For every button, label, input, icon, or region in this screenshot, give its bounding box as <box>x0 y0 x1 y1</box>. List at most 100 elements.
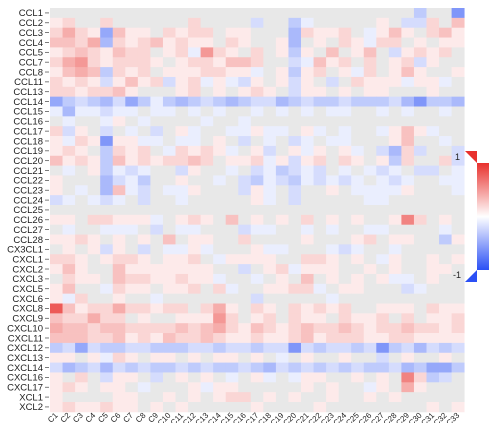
heatmap-cell <box>376 96 390 107</box>
heatmap-cell <box>188 283 201 295</box>
heatmap-cell <box>351 402 365 413</box>
heatmap-cell <box>326 283 340 295</box>
heatmap-cell <box>162 27 176 38</box>
heatmap-cell <box>263 165 277 176</box>
heatmap-cell <box>125 234 139 245</box>
heatmap-cell <box>326 323 340 334</box>
heatmap-cell <box>137 145 151 157</box>
heatmap-cell <box>275 165 289 176</box>
heatmap-cell <box>439 76 452 88</box>
row-label: CXCL8 <box>12 304 43 315</box>
heatmap-cell <box>313 86 327 98</box>
heatmap-cell <box>250 76 264 88</box>
heatmap-cell <box>301 224 314 235</box>
heatmap-cell <box>162 392 176 403</box>
heatmap-cell <box>225 155 239 166</box>
heatmap-cell <box>62 303 76 314</box>
heatmap-cell <box>338 352 352 363</box>
heatmap-cell <box>263 224 277 235</box>
heatmap-cell <box>388 402 402 413</box>
heatmap-cell <box>125 264 139 275</box>
heatmap-cell <box>413 57 427 68</box>
heatmap-cell <box>112 293 126 304</box>
heatmap-cell <box>413 264 427 275</box>
heatmap-cell <box>363 303 377 314</box>
heatmap-cell <box>62 205 76 216</box>
heatmap-cell <box>275 8 289 19</box>
heatmap-cell <box>100 372 114 383</box>
heatmap-cell <box>363 402 377 413</box>
heatmap-cell <box>363 96 377 107</box>
heatmap-cell <box>87 224 101 235</box>
heatmap-cell <box>50 362 63 373</box>
heatmap-cell <box>401 37 415 48</box>
heatmap-cell <box>439 27 452 38</box>
heatmap-cell <box>150 96 164 107</box>
heatmap-cell <box>213 333 227 344</box>
heatmap-cell <box>263 145 277 157</box>
heatmap-cell <box>112 264 126 275</box>
heatmap-cell <box>451 37 465 48</box>
heatmap-cell <box>451 264 465 275</box>
heatmap-cell <box>301 175 314 186</box>
heatmap-cell <box>213 37 227 48</box>
heatmap-cell <box>313 27 327 38</box>
heatmap-cell <box>401 264 415 275</box>
heatmap-cell <box>162 17 176 29</box>
heatmap-cell <box>75 126 89 137</box>
heatmap-cell <box>451 67 465 78</box>
heatmap-cell <box>388 303 402 314</box>
heatmap-cell <box>238 293 252 304</box>
column-label: C8 <box>134 411 148 423</box>
heatmap-cell <box>100 402 114 413</box>
heatmap-cell <box>150 27 164 38</box>
heatmap-cell <box>75 106 89 117</box>
heatmap-cell <box>363 254 377 265</box>
heatmap-cell <box>150 273 164 285</box>
heatmap-cell <box>263 313 277 324</box>
heatmap-cell <box>213 283 227 295</box>
heatmap-cell <box>288 185 302 196</box>
heatmap-cell <box>62 254 76 265</box>
heatmap-cell <box>326 37 340 48</box>
heatmap-cell <box>351 362 365 373</box>
heatmap-cell <box>451 283 465 295</box>
heatmap-cell <box>200 205 214 216</box>
heatmap-cell <box>376 165 390 176</box>
row-label: XCL1 <box>19 392 43 403</box>
heatmap-cell <box>250 273 264 285</box>
heatmap-cell <box>439 195 452 206</box>
heatmap-cell <box>175 402 189 413</box>
heatmap-cell <box>451 136 465 147</box>
heatmap-cell <box>238 362 252 373</box>
heatmap-cell <box>313 352 327 363</box>
heatmap-cell <box>87 96 101 107</box>
heatmap-cell <box>376 17 390 29</box>
heatmap-cell <box>137 333 151 344</box>
heatmap-cell <box>413 362 427 373</box>
heatmap-cell <box>301 392 314 403</box>
heatmap-cell <box>338 214 352 226</box>
heatmap-cell <box>62 342 76 354</box>
heatmap-cell <box>288 244 302 255</box>
heatmap-cell <box>275 254 289 265</box>
heatmap-cell <box>388 214 402 226</box>
heatmap-cell <box>50 402 63 413</box>
heatmap-cell <box>125 273 139 285</box>
heatmap-cell <box>50 195 63 206</box>
heatmap-cell <box>363 67 377 78</box>
heatmap-cell <box>288 165 302 176</box>
heatmap-cell <box>125 8 139 19</box>
heatmap-cell <box>275 392 289 403</box>
heatmap-cell <box>225 234 239 245</box>
heatmap-cell <box>162 342 176 354</box>
heatmap-cell <box>87 273 101 285</box>
heatmap-cell <box>401 303 415 314</box>
heatmap-cell <box>225 352 239 363</box>
heatmap-cell <box>250 175 264 186</box>
heatmap-cell <box>50 37 63 48</box>
heatmap-cell <box>162 293 176 304</box>
heatmap-cell <box>100 37 114 48</box>
heatmap-cell <box>162 96 176 107</box>
heatmap-cell <box>112 283 126 295</box>
